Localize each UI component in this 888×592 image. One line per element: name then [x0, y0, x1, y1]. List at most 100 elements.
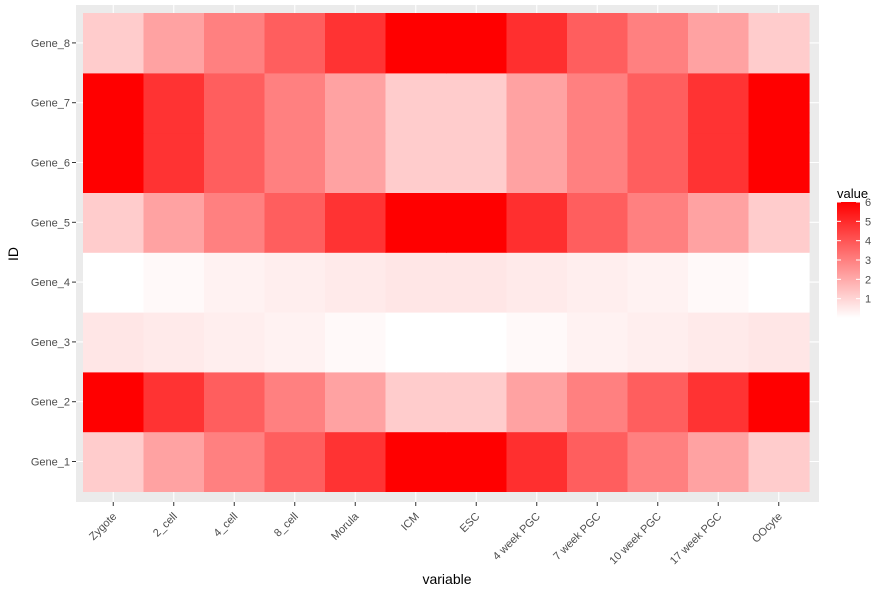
- heatmap-tile: [204, 132, 266, 193]
- heatmap-tile: [143, 371, 205, 433]
- heatmap-tile: [506, 431, 568, 492]
- x-tick-label: 4_cell: [212, 511, 241, 540]
- heatmap-tile: [325, 132, 387, 193]
- heatmap-tile: [204, 431, 266, 492]
- heatmap-tile: [506, 13, 568, 74]
- heatmap-tile: [264, 252, 326, 313]
- heatmap-tile: [143, 13, 205, 74]
- y-tick-label: Gene_6: [31, 158, 70, 170]
- heatmap-tile: [567, 252, 629, 313]
- heatmap-tile: [748, 252, 810, 313]
- heatmap-tile: [567, 13, 629, 74]
- heatmap-tile: [748, 132, 810, 193]
- heatmap-tiles: [83, 13, 810, 492]
- legend-tick-label: 3: [865, 255, 871, 267]
- heatmap-tile: [567, 132, 629, 193]
- heatmap-tile: [264, 192, 326, 253]
- x-axis-ticks: Zygote 2_cell 4_cell 8_cell Morula ICM ESC 4 we…: [87, 502, 785, 567]
- heatmap-tile: [748, 72, 810, 134]
- heatmap-tile: [385, 431, 447, 492]
- heatmap-tile: [204, 312, 266, 373]
- heatmap-tile: [446, 252, 508, 313]
- heatmap-tile: [143, 252, 205, 313]
- y-tick-label: Gene_5: [31, 217, 70, 229]
- heatmap-tile: [748, 13, 810, 74]
- y-axis-ticks: Gene_1 Gene_2 Gene_3 Gene_4 Gene_5 Gene_6 Gene…: [31, 38, 76, 469]
- heatmap-tile: [325, 312, 387, 373]
- heatmap-tile: [506, 371, 568, 433]
- heatmap-tile: [143, 72, 205, 134]
- heatmap-tile: [204, 72, 266, 134]
- legend-colorbar: [837, 202, 860, 318]
- heatmap-tile: [506, 132, 568, 193]
- x-tick-label: Zygote: [87, 511, 119, 543]
- heatmap-tile: [264, 132, 326, 193]
- heatmap-tile: [83, 192, 145, 253]
- heatmap-tile: [385, 252, 447, 313]
- x-tick-label: ESC: [458, 511, 483, 536]
- heatmap-tile: [446, 312, 508, 373]
- heatmap-tile: [385, 312, 447, 373]
- heatmap-tile: [688, 312, 750, 373]
- y-tick-label: Gene_4: [31, 277, 70, 289]
- heatmap-tile: [264, 72, 326, 134]
- legend-tick-label: 1: [865, 294, 871, 306]
- x-tick-label: OOcyte: [750, 511, 785, 546]
- heatmap-tile: [325, 252, 387, 313]
- heatmap-tile: [567, 192, 629, 253]
- heatmap-tile: [385, 13, 447, 74]
- heatmap-tile: [748, 192, 810, 253]
- heatmap-tile: [506, 192, 568, 253]
- heatmap-tile: [567, 431, 629, 492]
- legend-tick-label: 2: [865, 274, 871, 286]
- heatmap-tile: [325, 13, 387, 74]
- legend: value 1 2 3 4 5 6: [837, 186, 871, 318]
- heatmap-tile: [627, 192, 689, 253]
- heatmap-tile: [506, 312, 568, 373]
- heatmap-tile: [385, 192, 447, 253]
- heatmap-tile: [627, 72, 689, 134]
- heatmap-tile: [688, 192, 750, 253]
- heatmap-tile: [627, 312, 689, 373]
- heatmap-tile: [506, 252, 568, 313]
- heatmap-tile: [688, 132, 750, 193]
- heatmap-tile: [143, 431, 205, 492]
- y-tick-label: Gene_7: [31, 98, 70, 110]
- heatmap-tile: [688, 431, 750, 492]
- heatmap-tile: [627, 13, 689, 74]
- legend-title: value: [837, 186, 868, 201]
- heatmap-tile: [204, 252, 266, 313]
- heatmap-tile: [264, 312, 326, 373]
- legend-tick-label: 6: [865, 197, 871, 209]
- heatmap-tile: [385, 371, 447, 433]
- heatmap-tile: [748, 312, 810, 373]
- heatmap-tile: [143, 192, 205, 253]
- y-axis-title: ID: [5, 247, 21, 261]
- heatmap-tile: [567, 72, 629, 134]
- heatmap-tile: [688, 13, 750, 74]
- heatmap-tile: [204, 13, 266, 74]
- heatmap-tile: [627, 132, 689, 193]
- heatmap-tile: [385, 72, 447, 134]
- heatmap-tile: [567, 371, 629, 433]
- heatmap-tile: [143, 132, 205, 193]
- heatmap-tile: [83, 371, 145, 433]
- x-tick-label: 8_cell: [272, 511, 301, 540]
- heatmap-tile: [506, 72, 568, 134]
- x-tick-label: 2_cell: [151, 511, 180, 540]
- heatmap-tile: [385, 132, 447, 193]
- heatmap-tile: [325, 371, 387, 433]
- x-tick-label: 4 week PGC: [491, 511, 543, 563]
- heatmap-tile: [688, 252, 750, 313]
- heatmap-tile: [688, 72, 750, 134]
- y-tick-label: Gene_8: [31, 38, 70, 50]
- heatmap-tile: [325, 192, 387, 253]
- heatmap-tile: [567, 312, 629, 373]
- heatmap-tile: [446, 192, 508, 253]
- x-tick-label: ICM: [399, 511, 422, 534]
- heatmap-tile: [446, 72, 508, 134]
- heatmap-tile: [83, 431, 145, 492]
- legend-ticks: 1 2 3 4 5 6: [837, 197, 871, 306]
- heatmap-tile: [83, 132, 145, 193]
- heatmap-tile: [264, 371, 326, 433]
